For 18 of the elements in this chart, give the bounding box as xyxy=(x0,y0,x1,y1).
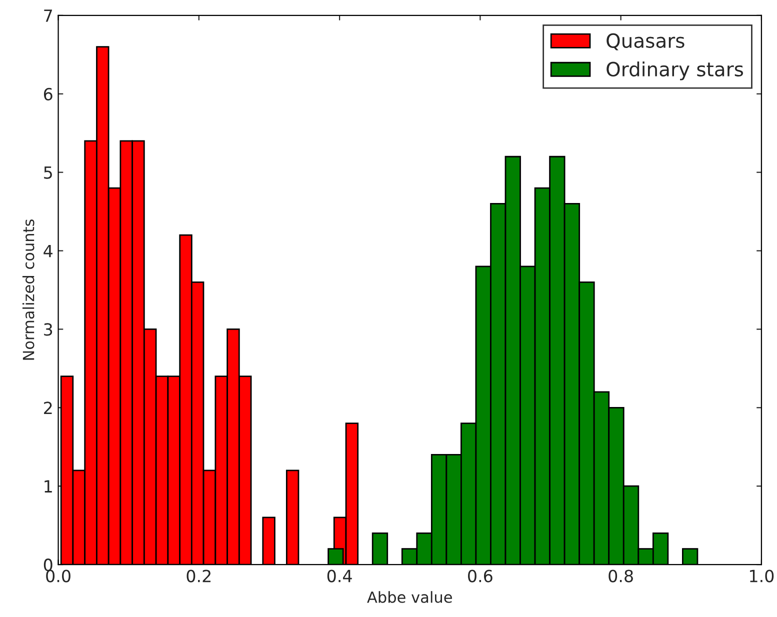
x-tick-label: 1.0 xyxy=(750,570,774,582)
x-tick-label: 0.4 xyxy=(327,570,352,582)
y-tick-label: 6 xyxy=(44,88,52,100)
x-tick-label: 0.2 xyxy=(186,570,210,582)
x-tick-label: 0.0 xyxy=(46,570,70,582)
y-tick-label: 0 xyxy=(44,558,52,572)
y-tick-label: 3 xyxy=(44,323,52,336)
y-axis-title: Normalized counts xyxy=(22,219,34,360)
legend-label: Ordinary stars xyxy=(606,61,744,80)
y-tick-label: 1 xyxy=(44,480,52,492)
y-tick-label: 4 xyxy=(44,244,52,258)
legend-label: Quasars xyxy=(606,33,684,50)
y-tick-label: 5 xyxy=(44,166,52,179)
x-tick-label: 0.6 xyxy=(468,570,492,582)
y-tick-label: 2 xyxy=(44,402,52,414)
x-tick-label: 0.8 xyxy=(608,570,633,582)
x-axis-title: Abbe value xyxy=(367,591,452,603)
y-tick-label: 7 xyxy=(44,10,52,22)
